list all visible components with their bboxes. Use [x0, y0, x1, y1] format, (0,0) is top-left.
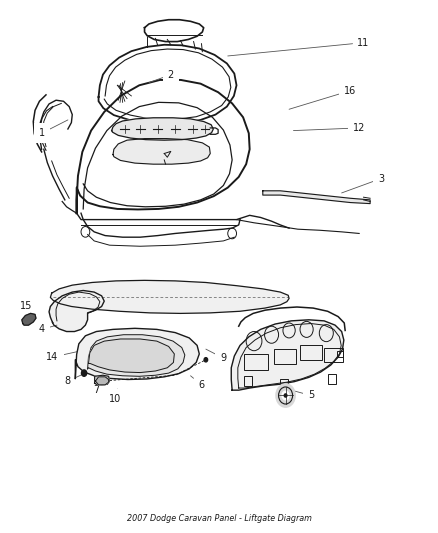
Text: 6: 6 — [191, 376, 205, 390]
Text: 18: 18 — [156, 131, 193, 141]
Circle shape — [204, 358, 208, 362]
Bar — [244, 354, 268, 370]
Text: 17: 17 — [165, 155, 188, 165]
Bar — [337, 351, 343, 357]
Text: 12: 12 — [293, 123, 365, 133]
Text: 2: 2 — [149, 70, 174, 83]
Polygon shape — [231, 320, 344, 390]
Text: 5: 5 — [291, 390, 314, 400]
Polygon shape — [88, 335, 185, 376]
Bar — [274, 349, 296, 364]
Text: 4: 4 — [39, 325, 57, 334]
Text: 16: 16 — [289, 86, 357, 109]
Bar — [244, 376, 252, 386]
Polygon shape — [50, 280, 289, 313]
Polygon shape — [22, 313, 36, 325]
Polygon shape — [113, 139, 210, 164]
Bar — [328, 374, 336, 384]
Polygon shape — [75, 328, 199, 379]
Text: 2007 Dodge Caravan Panel - Liftgate Diagram: 2007 Dodge Caravan Panel - Liftgate Diag… — [127, 514, 311, 523]
Text: 15: 15 — [20, 302, 33, 320]
Polygon shape — [49, 290, 104, 332]
Text: 1: 1 — [39, 120, 68, 138]
Text: 11: 11 — [228, 38, 370, 56]
Text: 10: 10 — [109, 389, 121, 403]
Circle shape — [276, 384, 295, 407]
Bar — [300, 345, 322, 360]
Circle shape — [81, 370, 87, 376]
Polygon shape — [95, 375, 110, 385]
Polygon shape — [263, 191, 370, 204]
Polygon shape — [88, 339, 174, 373]
Polygon shape — [112, 118, 213, 140]
Polygon shape — [95, 377, 109, 385]
Bar — [324, 348, 343, 362]
Text: 7: 7 — [93, 381, 101, 395]
Text: 9: 9 — [206, 349, 226, 363]
Circle shape — [284, 394, 287, 397]
Bar — [280, 379, 288, 389]
Text: 3: 3 — [342, 174, 384, 193]
Text: 8: 8 — [65, 373, 85, 386]
Circle shape — [282, 391, 289, 400]
Text: 14: 14 — [46, 352, 77, 362]
